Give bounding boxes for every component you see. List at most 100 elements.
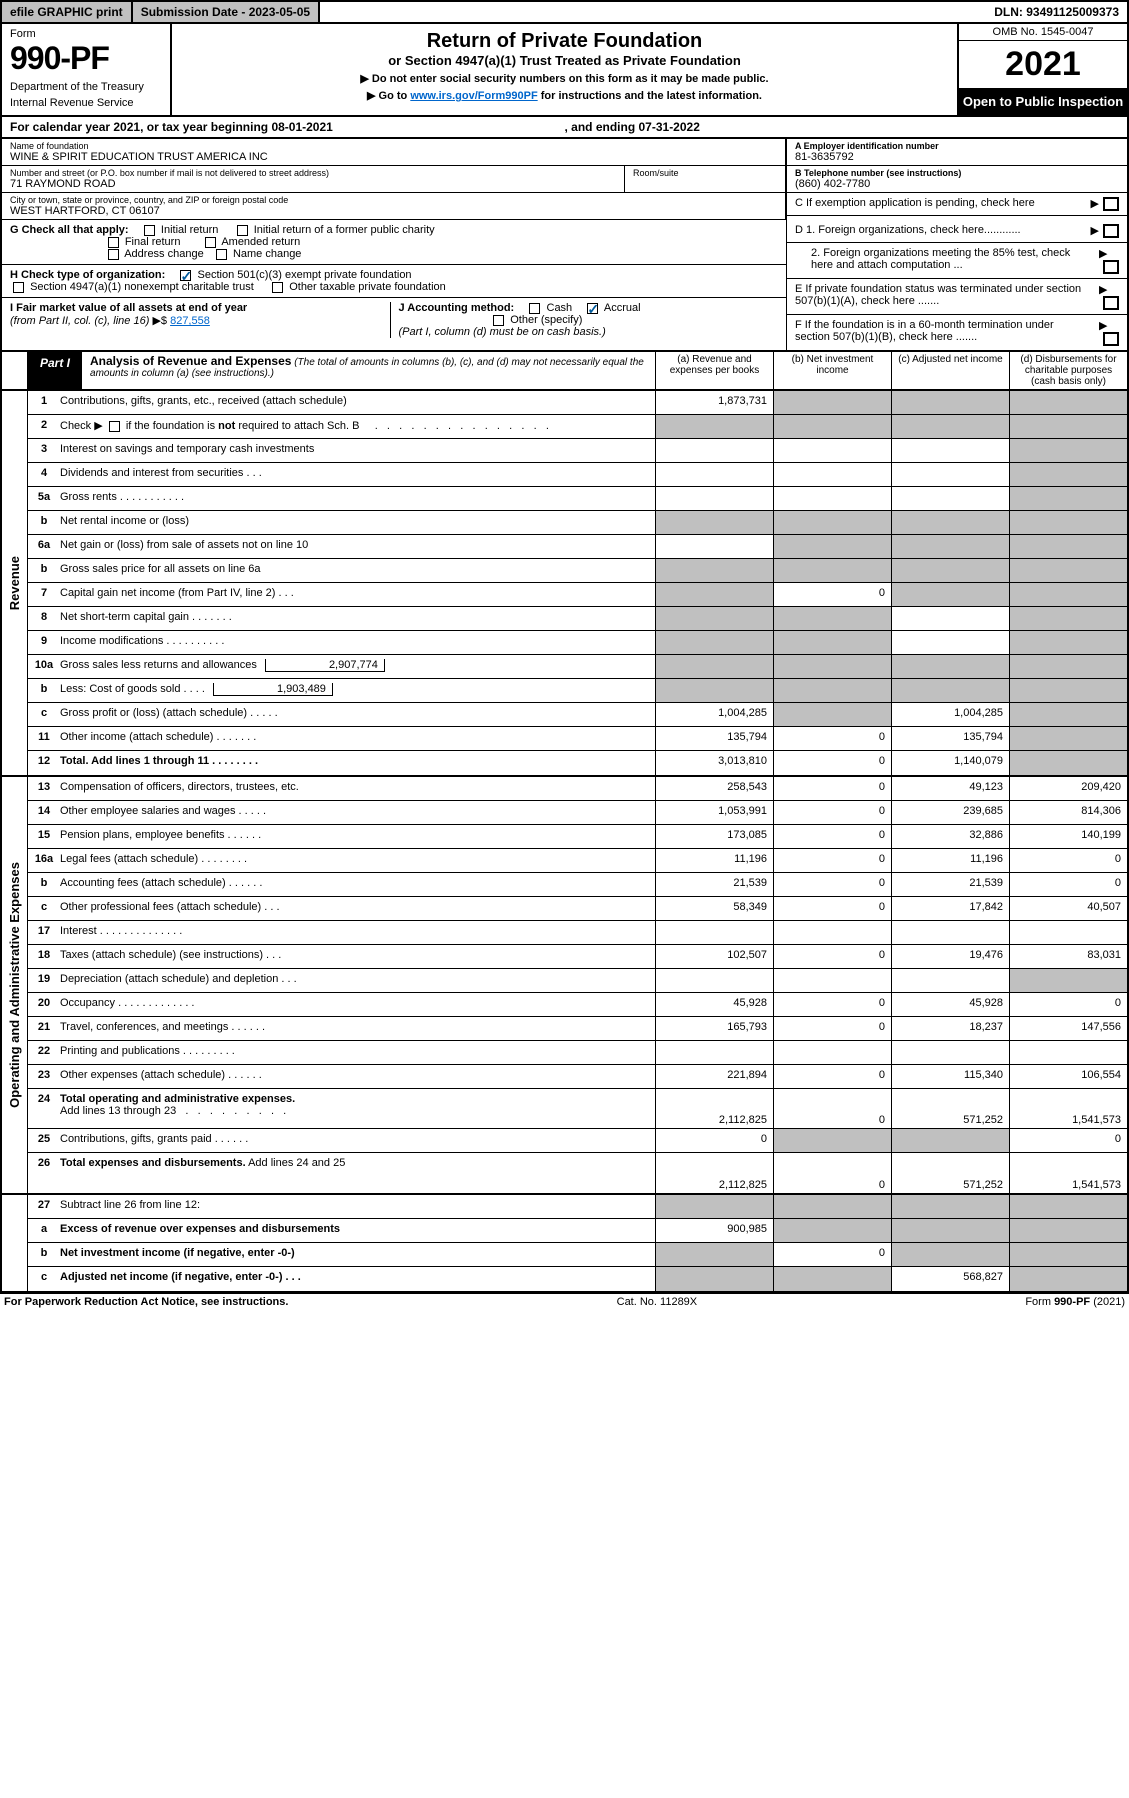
d2-checkbox[interactable] (1103, 260, 1119, 274)
g-initial-return[interactable] (144, 225, 155, 236)
line-6a: 6a Net gain or (loss) from sale of asset… (28, 535, 1127, 559)
e-checkbox[interactable] (1103, 296, 1119, 310)
line-27a: aExcess of revenue over expenses and dis… (28, 1219, 1127, 1243)
g-name-change[interactable] (216, 249, 227, 260)
addr-label: Number and street (or P.O. box number if… (10, 168, 616, 178)
line-19: 19Depreciation (attach schedule) and dep… (28, 969, 1127, 993)
h-row: H Check type of organization: Section 50… (2, 265, 786, 298)
street-address: 71 RAYMOND ROAD (10, 178, 616, 190)
j-cell: J Accounting method: Cash Accrual Other … (391, 302, 779, 338)
line-5b: b Net rental income or (loss) (28, 511, 1127, 535)
line-27b: bNet investment income (if negative, ent… (28, 1243, 1127, 1267)
g-address-change[interactable] (108, 249, 119, 260)
phone-label: B Telephone number (see instructions) (795, 168, 1119, 178)
header-left: Form 990-PF Department of the Treasury I… (2, 24, 172, 115)
j-other-checkbox[interactable] (493, 315, 504, 326)
line-3: 3 Interest on savings and temporary cash… (28, 439, 1127, 463)
j-note: (Part I, column (d) must be on cash basi… (399, 326, 606, 338)
schb-checkbox[interactable] (109, 421, 120, 432)
j-accrual-checkbox[interactable] (587, 303, 598, 314)
ij-row: I Fair market value of all assets at end… (2, 298, 786, 342)
city-label: City or town, state or province, country… (10, 195, 777, 205)
form-title: Return of Private Foundation (192, 30, 937, 53)
line-27c: cAdjusted net income (if negative, enter… (28, 1267, 1127, 1291)
revenue-section: Revenue 1 Contributions, gifts, grants, … (0, 391, 1129, 777)
line-22: 22Printing and publications . . . . . . … (28, 1041, 1127, 1065)
form-note-ssn: ▶ Do not enter social security numbers o… (192, 72, 937, 85)
foundation-name-row: Name of foundation WINE & SPIRIT EDUCATI… (2, 139, 785, 166)
line-10a-subval: 2,907,774 (265, 659, 385, 672)
phone-row: B Telephone number (see instructions) (8… (787, 166, 1127, 193)
line-27: 27Subtract line 26 from line 12: (28, 1195, 1127, 1219)
dln: DLN: 93491125009373 (986, 2, 1127, 22)
tax-year: 2021 (959, 41, 1127, 88)
form-note-link: ▶ Go to www.irs.gov/Form990PF for instru… (192, 89, 937, 102)
topbar: efile GRAPHIC print Submission Date - 20… (0, 0, 1129, 24)
j-cash-checkbox[interactable] (529, 303, 540, 314)
h-501c3-checkbox[interactable] (180, 270, 191, 281)
line-12: 12 Total. Add lines 1 through 11 . . . .… (28, 751, 1127, 775)
city-row: City or town, state or province, country… (2, 193, 785, 220)
g-row: G Check all that apply: Initial return I… (2, 220, 786, 265)
calendar-year-row: For calendar year 2021, or tax year begi… (0, 117, 1129, 139)
identity-block: Name of foundation WINE & SPIRIT EDUCATI… (0, 139, 1129, 220)
expenses-section: Operating and Administrative Expenses 13… (0, 777, 1129, 1195)
line-8: 8 Net short-term capital gain . . . . . … (28, 607, 1127, 631)
j-label: J Accounting method: (399, 302, 515, 314)
c-checkbox[interactable] (1103, 197, 1119, 211)
irs-link[interactable]: www.irs.gov/Form990PF (410, 90, 537, 102)
line-15: 15Pension plans, employee benefits . . .… (28, 825, 1127, 849)
form-subtitle: or Section 4947(a)(1) Trust Treated as P… (192, 53, 937, 68)
tax-year-begin: For calendar year 2021, or tax year begi… (10, 120, 565, 134)
h-label: H Check type of organization: (10, 269, 165, 281)
h-other-checkbox[interactable] (272, 282, 283, 293)
line-17: 17Interest . . . . . . . . . . . . . . (28, 921, 1127, 945)
part1-header-row: Part I Analysis of Revenue and Expenses … (0, 352, 1129, 391)
d1-row: D 1. Foreign organizations, check here..… (787, 220, 1127, 243)
phone-value: (860) 402-7780 (795, 178, 1119, 190)
g-initial-former[interactable] (237, 225, 248, 236)
ein-label: A Employer identification number (795, 141, 1119, 151)
identity-left: Name of foundation WINE & SPIRIT EDUCATI… (2, 139, 787, 220)
col-c-header: (c) Adjusted net income (891, 352, 1009, 389)
g-final-return[interactable] (108, 237, 119, 248)
fmv-value[interactable]: 827,558 (170, 315, 210, 327)
line-10a: 10a Gross sales less returns and allowan… (28, 655, 1127, 679)
ghij-left: G Check all that apply: Initial return I… (2, 220, 787, 350)
ein-value: 81-3635792 (795, 151, 1119, 163)
line-6b: b Gross sales price for all assets on li… (28, 559, 1127, 583)
part1-desc: Analysis of Revenue and Expenses (The to… (82, 352, 655, 389)
line-5a: 5a Gross rents . . . . . . . . . . . (28, 487, 1127, 511)
line27-section: 27Subtract line 26 from line 12: aExcess… (0, 1195, 1129, 1293)
identity-right: A Employer identification number 81-3635… (787, 139, 1127, 220)
f-row: F If the foundation is in a 60-month ter… (787, 315, 1127, 350)
col-d-header: (d) Disbursements for charitable purpose… (1009, 352, 1127, 389)
line-7: 7 Capital gain net income (from Part IV,… (28, 583, 1127, 607)
submission-date: Submission Date - 2023-05-05 (133, 2, 320, 22)
line-23: 23Other expenses (attach schedule) . . .… (28, 1065, 1127, 1089)
h-4947-checkbox[interactable] (13, 282, 24, 293)
line-21: 21Travel, conferences, and meetings . . … (28, 1017, 1127, 1041)
line-4: 4 Dividends and interest from securities… (28, 463, 1127, 487)
ein-row: A Employer identification number 81-3635… (787, 139, 1127, 166)
line-14: 14Other employee salaries and wages . . … (28, 801, 1127, 825)
foundation-name: WINE & SPIRIT EDUCATION TRUST AMERICA IN… (10, 151, 777, 163)
line-20: 20Occupancy . . . . . . . . . . . . . 45… (28, 993, 1127, 1017)
line-16c: cOther professional fees (attach schedul… (28, 897, 1127, 921)
line-10c: c Gross profit or (loss) (attach schedul… (28, 703, 1127, 727)
name-label: Name of foundation (10, 141, 777, 151)
line-10b-subval: 1,903,489 (213, 683, 333, 696)
check-options-block: G Check all that apply: Initial return I… (0, 220, 1129, 352)
line-18: 18Taxes (attach schedule) (see instructi… (28, 945, 1127, 969)
room-label: Room/suite (633, 168, 777, 178)
d1-checkbox[interactable] (1103, 224, 1119, 238)
cat-no: Cat. No. 11289X (617, 1296, 698, 1308)
g-label: G Check all that apply: (10, 224, 129, 236)
line-9: 9 Income modifications . . . . . . . . .… (28, 631, 1127, 655)
header-right: OMB No. 1545-0047 2021 Open to Public In… (957, 24, 1127, 115)
line-16a: 16aLegal fees (attach schedule) . . . . … (28, 849, 1127, 873)
f-checkbox[interactable] (1103, 332, 1119, 346)
line-1: 1 Contributions, gifts, grants, etc., re… (28, 391, 1127, 415)
line-11: 11 Other income (attach schedule) . . . … (28, 727, 1127, 751)
g-amended-return[interactable] (205, 237, 216, 248)
